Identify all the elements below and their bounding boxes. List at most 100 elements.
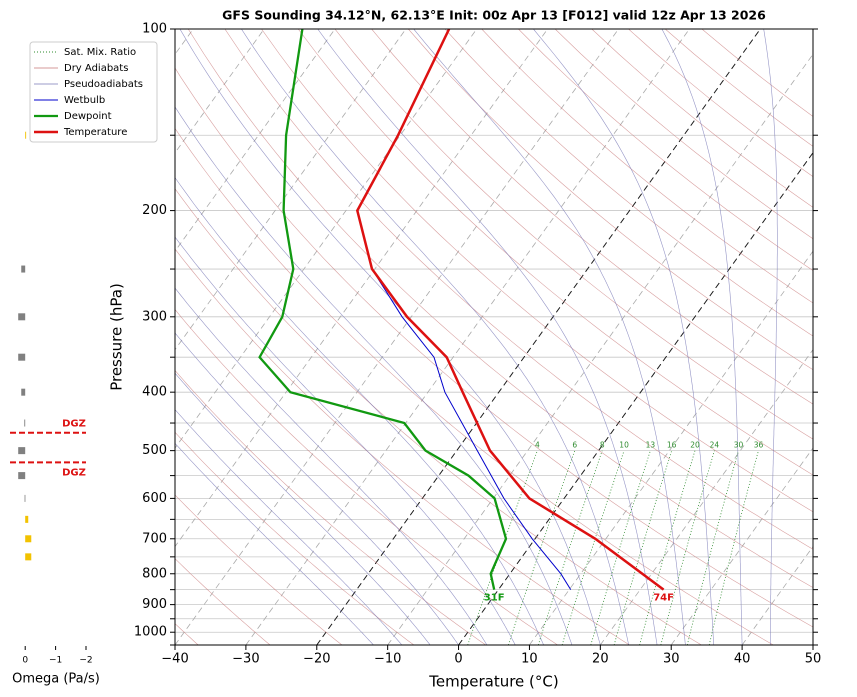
- pseudoadiabat: [175, 409, 403, 645]
- legend-label: Dry Adiabats: [64, 63, 128, 74]
- isotherm: [670, 447, 813, 645]
- isotherm: [175, 29, 336, 252]
- surface-label: 74F: [653, 593, 674, 604]
- dry-adiabat: [628, 29, 813, 177]
- pseudoadiabat: [175, 442, 374, 645]
- dry-adiabat: [481, 29, 813, 304]
- omega-bar: [24, 419, 26, 427]
- omega-bar: [21, 265, 26, 273]
- mixing-ratio-line: [537, 450, 603, 645]
- dry-adiabat: [175, 309, 558, 645]
- pseudoadiabat: [763, 29, 778, 645]
- mixing-ratio-line: [613, 450, 673, 645]
- x-tick-label: 20: [592, 652, 609, 667]
- omega-bar: [18, 353, 26, 361]
- omega-bar: [21, 388, 26, 396]
- omega-bar: [25, 553, 32, 561]
- dry-adiabat: [175, 431, 415, 645]
- mixing-ratio-line: [660, 450, 715, 645]
- dry-adiabat: [518, 29, 813, 271]
- pseudoadiabat: [533, 29, 715, 645]
- x-axis-label: Temperature (°C): [428, 673, 558, 691]
- omega-x-tick-label: −1: [49, 656, 62, 666]
- isotherm: [741, 545, 813, 645]
- y-tick-label: 300: [142, 309, 167, 324]
- isotherm: [175, 29, 407, 351]
- y-axis-label: Pressure (hPa): [108, 283, 126, 391]
- dry-adiabat: [175, 248, 630, 645]
- dgz-label: DGZ: [62, 419, 86, 430]
- background-lines: [175, 29, 813, 645]
- x-tick-label: 40: [734, 652, 751, 667]
- omega-x-tick-label: −2: [79, 656, 92, 666]
- dry-adiabat: [444, 29, 813, 337]
- dgz-label: DGZ: [62, 467, 86, 478]
- highlight-isotherm: [316, 29, 761, 645]
- legend-label: Temperature: [63, 127, 127, 138]
- isotherm: [245, 29, 690, 645]
- isotherm: [387, 53, 813, 645]
- y-tick-label: 500: [142, 443, 167, 458]
- pseudoadiabat: [661, 29, 743, 645]
- mixing-ratio-line: [708, 450, 759, 645]
- isotherm: [812, 644, 813, 645]
- pseudoadiabat: [413, 29, 686, 645]
- dry-adiabat: [175, 188, 702, 645]
- omega-bar: [18, 447, 26, 455]
- omega-axis-label: Omega (Pa/s): [12, 672, 100, 687]
- dry-adiabat: [371, 29, 813, 405]
- mixing-ratio-line: [561, 450, 625, 645]
- dry-adiabat: [175, 494, 343, 645]
- profile-line: [355, 29, 665, 591]
- pseudoadiabat: [175, 106, 573, 645]
- x-tick-label: −10: [374, 652, 401, 667]
- x-tick-label: 0: [454, 652, 462, 667]
- omega-bar: [18, 313, 26, 321]
- chart-title: GFS Sounding 34.12°N, 62.13°E Init: 00z …: [222, 8, 766, 23]
- dry-adiabat: [175, 558, 271, 645]
- omega-bar: [25, 515, 29, 523]
- isotherm: [529, 250, 813, 645]
- profile-line: [258, 29, 508, 590]
- dry-adiabat: [175, 370, 486, 645]
- x-tick-label: 10: [521, 652, 538, 667]
- legend-label: Dewpoint: [64, 111, 112, 122]
- isotherm: [599, 348, 813, 645]
- y-tick-label: 100: [142, 22, 167, 37]
- dry-adiabat: [297, 29, 813, 476]
- dry-adiabat: [554, 29, 813, 240]
- mixing-ratio-label: 8: [600, 441, 605, 450]
- omega-x-tick-label: 0: [22, 656, 28, 666]
- mixing-ratio-label: 36: [754, 441, 764, 450]
- profile-line: [371, 268, 572, 590]
- isotherm: [175, 29, 548, 548]
- dry-adiabat: [187, 29, 813, 588]
- mixing-ratio-label: 24: [710, 441, 720, 450]
- dry-adiabat: [224, 29, 813, 550]
- pseudoadiabat: [175, 372, 431, 645]
- y-tick-label: 800: [142, 566, 167, 581]
- pseudoadiabat: [175, 177, 544, 645]
- isotherm: [175, 29, 265, 154]
- x-tick-label: −30: [232, 652, 259, 667]
- legend-label: Wetbulb: [64, 95, 105, 106]
- pseudoadiabat: [317, 29, 658, 645]
- dry-adiabat: [334, 29, 813, 440]
- x-tick-label: 30: [663, 652, 680, 667]
- dry-adiabat: [175, 67, 813, 628]
- dry-adiabat: [591, 29, 813, 208]
- y-tick-label: 600: [142, 491, 167, 506]
- mixing-ratio-line: [590, 450, 651, 645]
- omega-bar: [18, 472, 26, 480]
- pseudoadiabat: [175, 236, 516, 645]
- isotherm: [175, 29, 619, 645]
- pseudoadiabat: [241, 29, 629, 645]
- x-tick-label: 50: [805, 652, 822, 667]
- isotherm: [175, 29, 478, 449]
- plot-frame: [174, 28, 814, 646]
- pseudoadiabat: [175, 332, 459, 645]
- dry-adiabat: [175, 127, 774, 645]
- mixing-ratio-label: 16: [667, 441, 677, 450]
- pseudoadiabat: [175, 287, 488, 645]
